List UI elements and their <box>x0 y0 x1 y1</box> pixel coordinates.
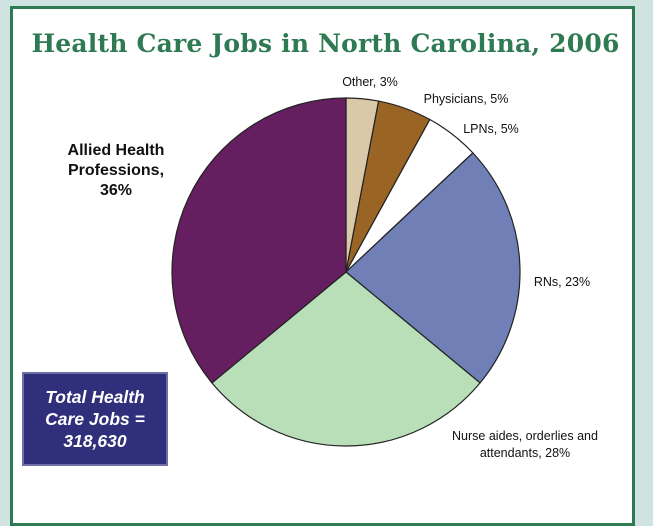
slice-label-3: RNs, 23% <box>534 275 590 289</box>
slice-label-5: Allied Health Professions, 36% <box>68 142 165 199</box>
slice-label-3-line-0: RNs, 23% <box>534 275 590 289</box>
pie-chart: Other, 3% Physicians, 5% LPNs, 5% RNs, 23% N… <box>68 75 598 460</box>
total-jobs-line-2: Care Jobs = <box>45 409 145 429</box>
slice-label-1: Physicians, 5% <box>424 92 509 106</box>
slice-label-0-line-0: Other, 3% <box>342 75 398 89</box>
pie-slice-3 <box>345 152 521 384</box>
slice-label-5-line-1: Professions, <box>68 162 164 179</box>
slice-label-4-line-0: Nurse aides, orderlies and <box>452 429 598 443</box>
total-jobs-box: Total Health Care Jobs = 318,630 <box>22 372 168 466</box>
slice-label-1-line-0: Physicians, 5% <box>424 92 509 106</box>
slice-label-4: Nurse aides, orderlies and attendants, 28… <box>452 429 598 460</box>
pie-slice-4 <box>211 271 481 447</box>
slice-label-0: Other, 3% <box>342 75 398 89</box>
total-jobs-line-3: 318,630 <box>63 431 127 451</box>
chart-title: Health Care Jobs in North Carolina, 2006 <box>31 29 620 58</box>
pie-slice-5 <box>171 97 347 384</box>
slice-label-5-line-0: Allied Health <box>68 142 165 159</box>
total-jobs-line-1: Total Health <box>45 387 145 407</box>
slice-label-2-line-0: LPNs, 5% <box>463 122 519 136</box>
slice-label-5-line-2: 36% <box>100 182 132 199</box>
slice-label-2: LPNs, 5% <box>463 122 519 136</box>
slice-label-4-line-1: attendants, 28% <box>480 446 570 460</box>
